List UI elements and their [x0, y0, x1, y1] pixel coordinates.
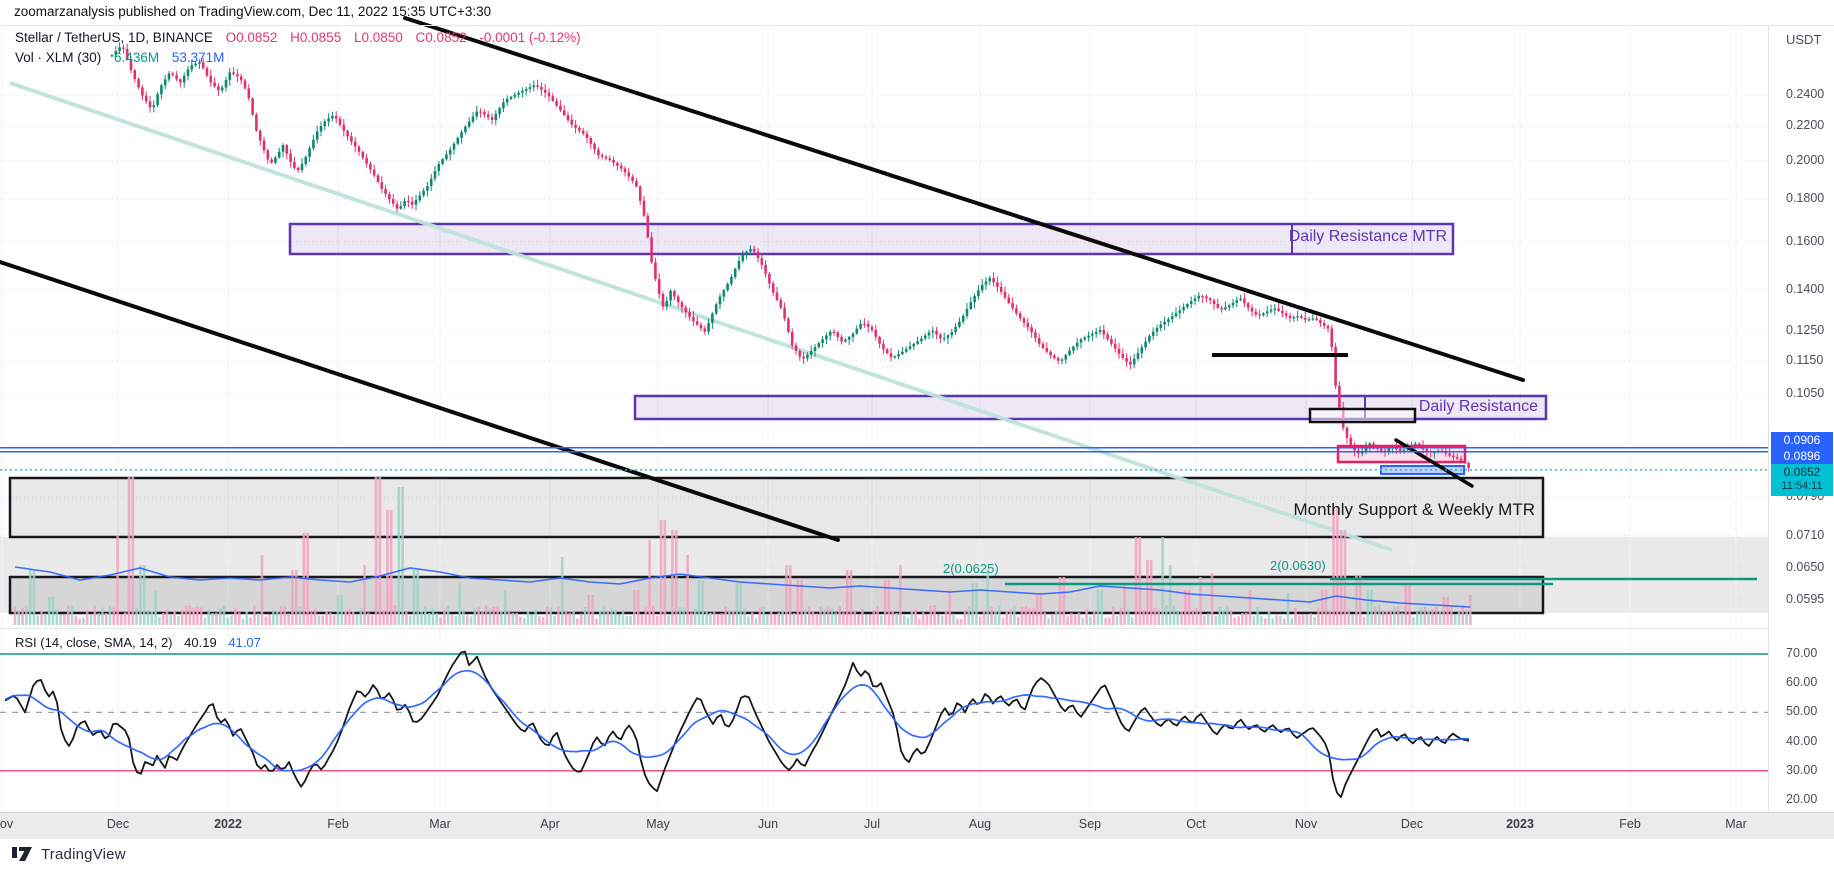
time-tick-label: Jul — [864, 817, 880, 831]
time-tick-label: Apr — [540, 817, 560, 831]
price-tick-label: 0.1250 — [1786, 323, 1825, 338]
symbol-title: Stellar / TetherUS, 1D, BINANCE — [15, 30, 213, 45]
price-label-0896: 0.0896 — [1771, 448, 1833, 464]
price-label-0906: 0.0906 — [1771, 432, 1833, 448]
rsi-tick-label: 30.00 — [1786, 762, 1818, 777]
rsi-legend[interactable]: RSI (14, close, SMA, 14, 2) 40.19 41.07 — [15, 635, 269, 650]
price-tick-label: 0.0710 — [1786, 527, 1825, 542]
time-axis[interactable]: Nov Dec 2022 Feb Mar Apr May Jun Jul Aug Sep Oct Nov… — [0, 812, 1834, 839]
volume-value: 6.436M — [114, 50, 160, 65]
rsi-tick-label: 50.00 — [1786, 704, 1818, 719]
price-tick-label: 0.0650 — [1786, 559, 1825, 574]
rsi-tick-label: 60.00 — [1786, 675, 1818, 690]
price-tick-label: 0.1150 — [1786, 353, 1824, 368]
time-tick-label: Sep — [1078, 817, 1102, 831]
tradingview-logo-icon — [12, 847, 32, 861]
rsi-pane-separator — [0, 628, 1768, 629]
rsi-tick-label: 40.00 — [1786, 733, 1818, 748]
rsi-label: RSI (14, close, SMA, 14, 2) — [15, 635, 173, 650]
time-tick-label: May — [646, 817, 670, 831]
price-axis-border — [1768, 25, 1769, 812]
volume-note-right: 2(0.0630) — [1270, 558, 1326, 573]
rsi-value: 40.19 — [184, 635, 217, 650]
last-price-value: 0.0852 — [1783, 465, 1821, 479]
last-price-label: 0.0852 11:54:11 — [1771, 464, 1833, 496]
time-tick-label: 2023 — [1506, 817, 1534, 831]
price-tick-label: 0.1400 — [1786, 282, 1825, 297]
volume-legend[interactable]: Vol · XLM (30) 6.436M 53.371M — [15, 50, 233, 65]
time-tick-label: Dec — [106, 817, 130, 831]
tradingview-brand[interactable]: TradingView — [12, 844, 126, 864]
ohlc-change: -0.0001 (-0.12%) — [479, 30, 581, 45]
price-tick-label: 0.0595 — [1786, 591, 1825, 606]
volume-ma-value: 53.371M — [171, 50, 225, 65]
rsi-ma-value: 41.07 — [228, 635, 261, 650]
ohlc-high: H0.0855 — [290, 30, 342, 45]
tradingview-brand-text: TradingView — [41, 845, 126, 863]
volume-label: Vol · XLM (30) — [15, 50, 102, 65]
currency-label: USDT — [1786, 32, 1822, 47]
monthly-support-label[interactable]: Monthly Support & Weekly MTR — [1293, 500, 1535, 519]
time-tick-label: Oct — [1186, 817, 1206, 831]
ohlc-low: L0.0850 — [353, 30, 403, 45]
price-tick-label: 0.2000 — [1786, 153, 1825, 167]
price-tick-label: 0.2200 — [1786, 118, 1825, 133]
time-tick-label: 2022 — [214, 817, 242, 831]
time-tick-label: Mar — [1725, 817, 1747, 831]
price-tick-label: 0.1800 — [1786, 191, 1825, 206]
time-tick-label: Feb — [1619, 817, 1641, 831]
daily-resistance-label[interactable]: Daily Resistance — [1418, 398, 1538, 415]
volume-note-left: 2(0.0625) — [943, 561, 999, 576]
ohlc-open: O0.0852 — [225, 30, 278, 45]
time-tick-label: Mar — [429, 817, 451, 831]
price-tick-label: 0.2400 — [1786, 87, 1825, 101]
published-header: zoomarzanalysis published on TradingView… — [14, 4, 492, 19]
rsi-tick-label: 70.00 — [1786, 646, 1818, 660]
daily-resistance-mtr-label[interactable]: Daily Resistance MTR — [1288, 228, 1447, 245]
price-tick-label: 0.1050 — [1786, 386, 1825, 401]
time-tick-label: Nov — [0, 817, 14, 831]
time-tick-label: Aug — [968, 817, 992, 831]
symbol-legend[interactable]: Stellar / TetherUS, 1D, BINANCE O0.0852 … — [15, 30, 590, 45]
time-tick-label: Jun — [757, 817, 779, 831]
candle-countdown: 11:54:11 — [1781, 480, 1823, 492]
rsi-tick-label: 20.00 — [1786, 792, 1818, 806]
time-tick-label: Dec — [1400, 817, 1424, 831]
chart-top-border — [0, 25, 1834, 26]
time-tick-label: Nov — [1294, 817, 1318, 831]
price-tick-label: 0.1600 — [1786, 233, 1825, 248]
ohlc-close: C0.0852 — [415, 30, 467, 45]
time-tick-label: Feb — [327, 817, 349, 831]
